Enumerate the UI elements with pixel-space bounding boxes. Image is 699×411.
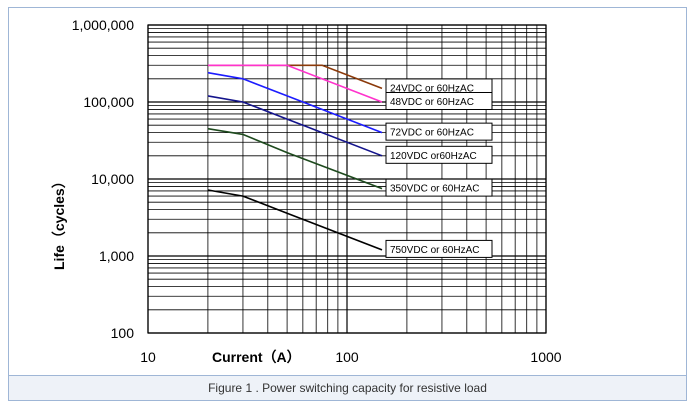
series-label-box bbox=[385, 178, 493, 197]
series-label: 72VDC or 60HzAC bbox=[390, 128, 474, 139]
series-label-box bbox=[385, 92, 493, 110]
legend-layer: 24VDC or 60HzAC 48VDC or 60HzAC 72VDC or 6… bbox=[385, 78, 493, 258]
series-label-box bbox=[385, 239, 493, 258]
x-tick-label: 1000 bbox=[530, 349, 561, 365]
y-tick-label: 100 bbox=[111, 325, 135, 341]
series-line bbox=[207, 189, 383, 251]
y-tick-label: 1,000,000 bbox=[72, 17, 134, 33]
series-label: 48VDC or 60HzAC bbox=[390, 97, 474, 108]
series-label: 120VDC or60HzAC bbox=[390, 151, 477, 162]
figure-caption: Figure 1 . Power switching capacity for … bbox=[208, 381, 487, 395]
x-axis-title: Current（A） bbox=[212, 349, 301, 365]
series-line bbox=[207, 71, 383, 134]
y-axis-title: Life（cycles） bbox=[51, 174, 67, 270]
series-label: 350VDC or 60HzAC bbox=[390, 184, 479, 195]
series-label-box bbox=[385, 145, 493, 164]
series-line bbox=[207, 127, 383, 190]
series-label: 750VDC or 60HzAC bbox=[390, 245, 479, 256]
y-tick-label: 100,000 bbox=[83, 94, 134, 110]
series-line bbox=[207, 95, 383, 157]
tick-layer: 10 100 1000 100 1,000 10,000 100,000 1,000,000 bbox=[72, 17, 562, 365]
caption-bar bbox=[8, 375, 687, 401]
series-layer bbox=[207, 64, 383, 251]
plot-border bbox=[147, 24, 547, 334]
y-tick-label: 1,000 bbox=[99, 248, 134, 264]
series-label: 24VDC or 60HzAC bbox=[390, 83, 474, 94]
y-tick-label: 10,000 bbox=[91, 171, 134, 187]
series-label-box bbox=[385, 122, 493, 141]
x-tick-label: 10 bbox=[140, 349, 156, 365]
x-tick-label: 100 bbox=[335, 349, 359, 365]
series-line bbox=[207, 64, 383, 103]
